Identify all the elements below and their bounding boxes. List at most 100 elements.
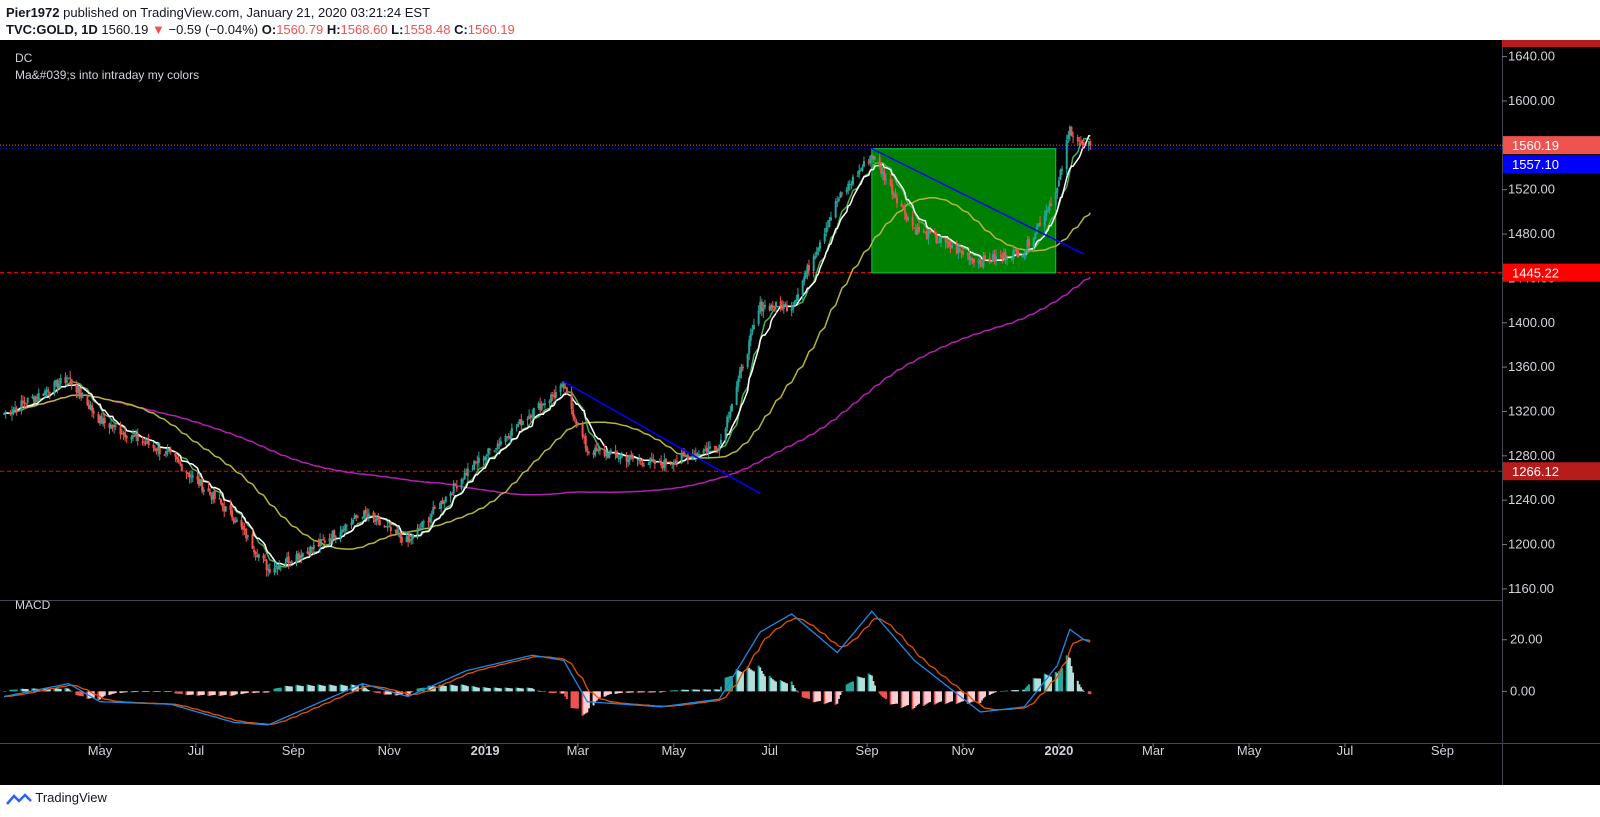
candle-body (836, 201, 839, 203)
candle-body (144, 443, 147, 445)
macd-histogram-bar (438, 684, 441, 692)
candle-body (584, 436, 587, 449)
price-tick-label: 1160.00 (1508, 581, 1554, 596)
macd-histogram-bar (474, 686, 477, 692)
candle-body (430, 514, 433, 518)
candle-body (92, 411, 95, 414)
candle-body (856, 175, 859, 177)
macd-histogram-bar (683, 689, 686, 692)
candle-body (69, 377, 72, 379)
candle-body (1045, 210, 1048, 216)
candle-body (980, 265, 983, 267)
time-tick-label: 2019 (471, 743, 500, 758)
macd-histogram-bar (99, 691, 101, 700)
macd-histogram-bar (927, 691, 930, 703)
macd-histogram-bar (889, 691, 892, 705)
candle-body (48, 392, 51, 394)
candle-body (372, 512, 375, 519)
macd-histogram-bar (795, 690, 798, 692)
macd-histogram-bar (848, 682, 851, 692)
macd-histogram-bar (433, 686, 436, 692)
dc-indicator-label[interactable]: DC (15, 51, 33, 65)
macd-histogram-bar (872, 681, 875, 692)
macd-histogram-bar (748, 668, 751, 692)
candle-body (3, 413, 6, 415)
macd-histogram-bar (253, 691, 256, 693)
price-axis[interactable]: 1160.00 1200.00 1240.00 1280.00 1320.00 1360.… (1502, 49, 1555, 699)
macd-histogram-bar (715, 689, 718, 692)
candle-body (773, 306, 776, 309)
candle-body (232, 518, 235, 522)
candle-body (619, 456, 622, 460)
macd-histogram-bar (427, 685, 430, 692)
macd-histogram-bar (751, 670, 754, 692)
candle-body (880, 165, 883, 174)
macd-histogram-bar (132, 691, 135, 693)
footer-brand[interactable]: TradingView (35, 790, 107, 805)
macd-histogram-bar (520, 688, 523, 692)
scale-top-marker (1502, 40, 1600, 47)
macd-histogram-bar (576, 691, 579, 709)
macd-histogram-bar (682, 689, 685, 692)
macd-histogram-bar (977, 691, 980, 704)
candle-body (509, 436, 512, 440)
candle-body (422, 521, 425, 523)
macd-histogram-bar (572, 691, 575, 709)
candle-body (990, 261, 993, 263)
candle-body (716, 449, 719, 451)
macd-histogram-bar (275, 688, 278, 692)
macd-histogram-bar (702, 689, 705, 692)
macd-histogram-bar (242, 691, 245, 694)
macd-histogram-bar (440, 685, 443, 692)
candle-body (979, 260, 982, 265)
candle-body (663, 459, 666, 469)
moving-averages (3, 135, 1091, 568)
ma-indicator-label[interactable]: Ma&#039;s into intraday my colors (15, 68, 199, 82)
macd-histogram-bar (499, 688, 502, 692)
candle-body (78, 386, 81, 394)
candle-body (884, 179, 887, 181)
macd-histogram-bar (916, 691, 919, 705)
macd-indicator-label[interactable]: MACD (15, 598, 51, 612)
candle-body (378, 519, 381, 526)
macd-histogram-bar (312, 685, 315, 692)
macd-histogram-bar (636, 691, 639, 693)
candle-body (1043, 215, 1046, 227)
macd-histogram-bar (620, 691, 623, 693)
macd-histogram-bar (741, 672, 744, 692)
macd-histogram-bar (984, 691, 987, 697)
macd-histogram-bar (517, 687, 520, 692)
macd-histogram-bar (939, 691, 942, 702)
candle-body (735, 386, 738, 405)
macd-histogram-bar (869, 674, 872, 692)
price-tick-label: 1640.00 (1508, 49, 1555, 64)
candle-body (748, 340, 751, 354)
candle-body (65, 379, 68, 383)
macd-histogram-bar (757, 665, 760, 692)
candle-body (438, 508, 441, 510)
candle-body (872, 155, 875, 160)
candle-body (87, 404, 90, 410)
time-axis[interactable]: May Jul Sep Nov 2019 Mar May Jul Sep Nov 2020 Mar Ma… (88, 743, 1454, 758)
macd-histogram-bar (1083, 691, 1086, 692)
price-chart[interactable]: 1160.00 1200.00 1240.00 1280.00 1320.00 1360.… (0, 40, 1600, 785)
author-name[interactable]: Pier1972 (6, 5, 60, 20)
candle-body (223, 506, 226, 512)
candle-body (1078, 140, 1081, 142)
macd-histogram-bar (199, 691, 202, 696)
candle-body (664, 459, 667, 465)
macd-histogram-bar (658, 691, 661, 693)
macd-histogram-bar (539, 691, 542, 692)
macd-histogram-bar (543, 691, 546, 693)
macd-histogram-bar (839, 691, 842, 695)
candle-body (361, 517, 364, 519)
candle-body (1059, 169, 1062, 180)
candle-body (36, 396, 39, 399)
macd-histogram-bar (627, 691, 630, 693)
candle-body (507, 435, 510, 438)
macd-histogram-bar (416, 688, 419, 692)
candle-body (449, 493, 452, 497)
candle-body (111, 425, 114, 428)
candle-body (686, 454, 689, 461)
close-value: 1560.19 (467, 22, 515, 37)
